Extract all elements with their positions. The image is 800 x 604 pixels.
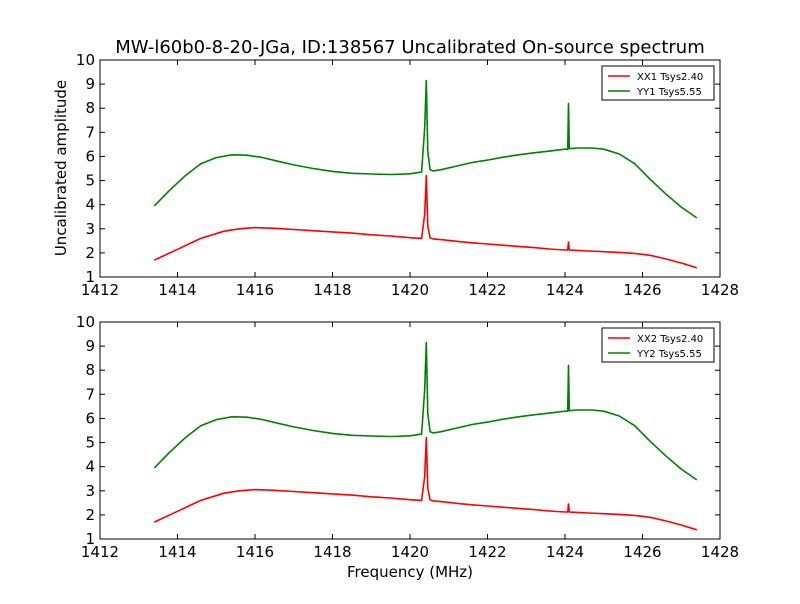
x-tick-label: 1422 — [468, 543, 506, 561]
x-tick-label: 1422 — [468, 281, 506, 299]
y-tick-label: 10 — [76, 51, 95, 69]
legend-label: XX2 Tsys2.40 — [637, 334, 703, 345]
legend: XX1 Tsys2.40 YY1 Tsys5.55 — [601, 65, 715, 101]
x-tick-label: 1418 — [313, 543, 351, 561]
x-tick-label: 1416 — [236, 281, 274, 299]
y-tick-label: 2 — [85, 244, 95, 262]
y-tick-label: 3 — [85, 482, 95, 500]
x-tick-label: 1412 — [81, 281, 119, 299]
y-tick-label: 2 — [85, 506, 95, 524]
top-panel: 1412 1414 1416 1418 1420 1422 1424 1426 1428 1 2 3 4… — [76, 51, 739, 299]
y-tick-label: 4 — [85, 196, 95, 214]
y-tick-label: 3 — [85, 220, 95, 238]
y-axis-label: Uncalibrated amplitude — [52, 80, 70, 256]
y-tick-label: 6 — [85, 409, 95, 427]
y-tick-label: 1 — [85, 530, 95, 548]
legend-box — [601, 65, 715, 101]
chart-title: MW-l60b0-8-20-JGa, ID:138567 Uncalibrate… — [115, 37, 705, 58]
y-tick-label: 10 — [76, 313, 95, 331]
y-tick-label: 5 — [85, 172, 95, 190]
x-tick-label: 1428 — [701, 543, 739, 561]
x-tick-label: 1418 — [313, 281, 351, 299]
bottom-panel: 1412 1414 1416 1418 1420 1422 1424 1426 1428 1 2 3 4… — [76, 313, 739, 561]
x-tick-label: 1412 — [81, 543, 119, 561]
series-line-xx — [153, 174, 698, 269]
y-tick-label: 6 — [85, 147, 95, 165]
x-tick-label: 1420 — [391, 543, 429, 561]
legend-label: XX1 Tsys2.40 — [637, 72, 703, 83]
y-tick-label: 8 — [85, 361, 95, 379]
legend: XX2 Tsys2.40 YY2 Tsys5.55 — [601, 327, 715, 363]
y-tick-label: 5 — [85, 434, 95, 452]
x-axis-label: Frequency (MHz) — [347, 563, 473, 581]
y-tick-label: 7 — [85, 123, 95, 141]
x-tick-label: 1416 — [236, 543, 274, 561]
legend-box — [601, 327, 715, 363]
y-tick-label: 7 — [85, 385, 95, 403]
x-tick-label: 1424 — [546, 543, 584, 561]
y-tick-label: 1 — [85, 268, 95, 286]
y-tick-label: 9 — [85, 337, 95, 355]
x-tick-label: 1414 — [158, 543, 196, 561]
x-tick-label: 1420 — [391, 281, 429, 299]
y-tick-label: 8 — [85, 99, 95, 117]
x-tick-label: 1424 — [546, 281, 584, 299]
x-tick-label: 1426 — [623, 543, 661, 561]
y-tick-label: 9 — [85, 75, 95, 93]
legend-label: YY2 Tsys5.55 — [636, 349, 702, 360]
series-line-yy — [153, 341, 698, 481]
x-tick-label: 1428 — [701, 281, 739, 299]
x-tick-label: 1426 — [623, 281, 661, 299]
x-tick-label: 1414 — [158, 281, 196, 299]
legend-label: YY1 Tsys5.55 — [636, 87, 702, 98]
series-line-yy — [153, 79, 698, 219]
series-line-xx — [153, 436, 698, 531]
y-tick-label: 4 — [85, 458, 95, 476]
